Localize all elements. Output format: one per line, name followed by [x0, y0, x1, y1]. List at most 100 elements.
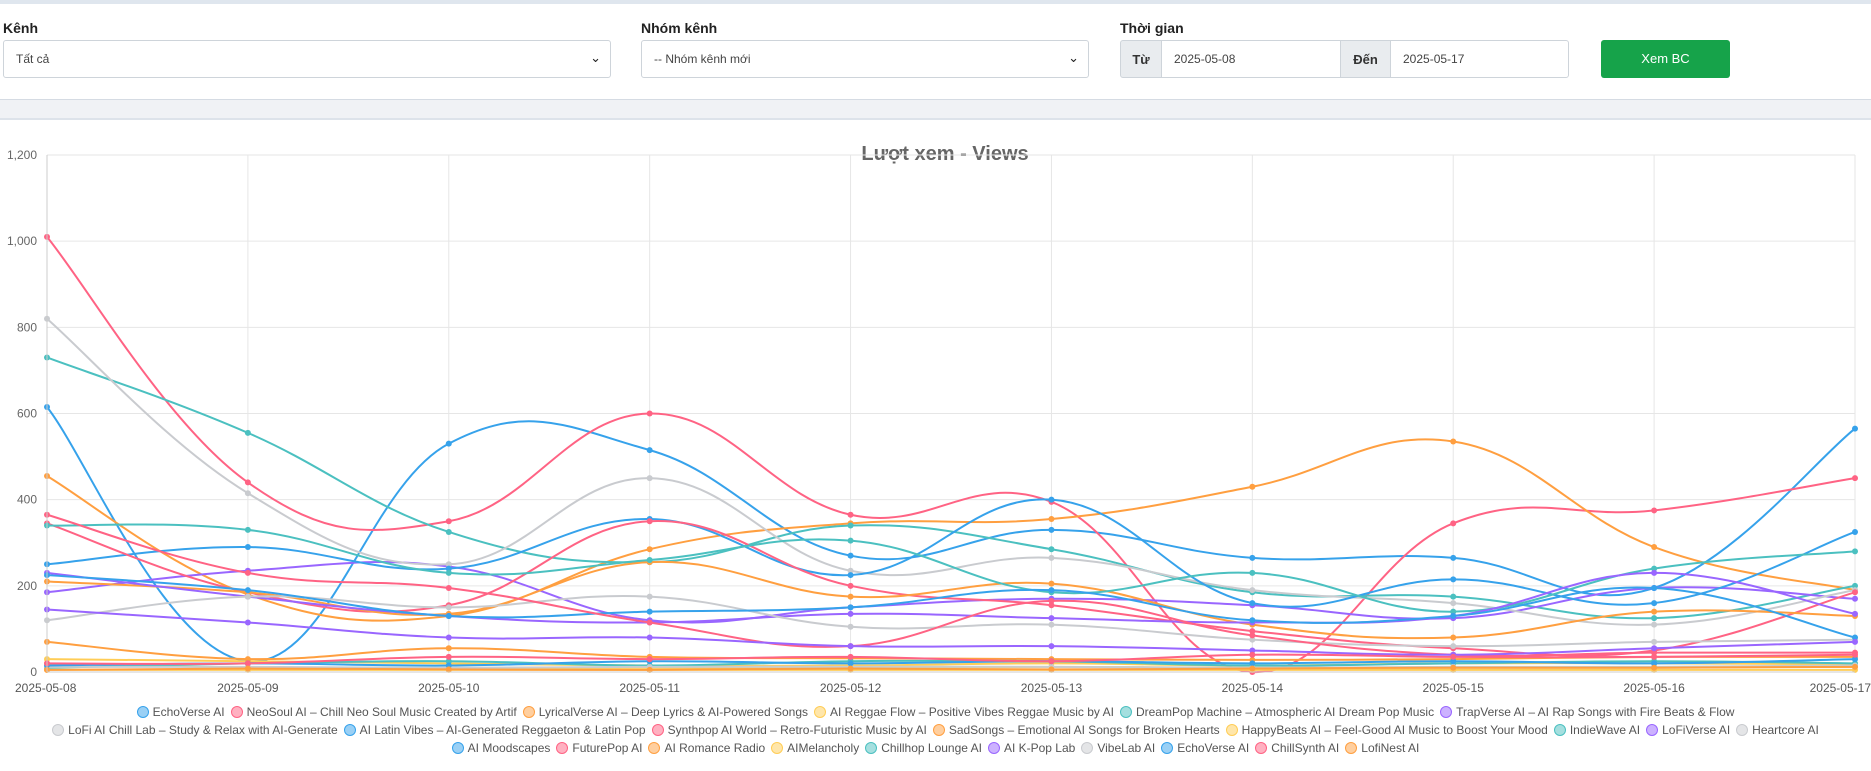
data-point[interactable]: [1651, 664, 1658, 671]
data-point[interactable]: [445, 440, 452, 447]
data-point[interactable]: [847, 653, 854, 660]
data-point[interactable]: [1249, 483, 1256, 490]
legend-item[interactable]: TrapVerse AI – AI Rap Songs with Fire Be…: [1440, 703, 1734, 721]
data-point[interactable]: [1852, 656, 1858, 663]
data-point[interactable]: [1249, 651, 1256, 658]
data-point[interactable]: [1249, 632, 1256, 639]
data-point[interactable]: [244, 544, 251, 551]
channel-select[interactable]: Tất cả ⌄: [3, 40, 611, 78]
data-point[interactable]: [1852, 589, 1858, 596]
data-point[interactable]: [847, 572, 854, 579]
data-point[interactable]: [445, 561, 452, 568]
data-point[interactable]: [445, 584, 452, 591]
data-point[interactable]: [847, 593, 854, 600]
data-point[interactable]: [1651, 608, 1658, 615]
data-point[interactable]: [847, 660, 854, 667]
data-point[interactable]: [1651, 544, 1658, 551]
data-point[interactable]: [646, 619, 653, 626]
data-point[interactable]: [445, 565, 452, 572]
legend-item[interactable]: LyricalVerse AI – Deep Lyrics & AI-Power…: [522, 703, 808, 721]
data-point[interactable]: [244, 479, 251, 486]
data-point[interactable]: [244, 526, 251, 533]
to-date-input[interactable]: 2025-05-17: [1390, 40, 1569, 78]
data-point[interactable]: [1048, 580, 1055, 587]
data-point[interactable]: [1651, 660, 1658, 667]
data-point[interactable]: [847, 552, 854, 559]
data-point[interactable]: [1852, 475, 1858, 482]
data-point[interactable]: [646, 656, 653, 663]
data-point[interactable]: [1852, 634, 1858, 641]
data-point[interactable]: [1249, 617, 1256, 624]
legend-item[interactable]: HappyBeats AI – Feel-Good AI Music to Bo…: [1225, 721, 1548, 739]
data-point[interactable]: [1048, 621, 1055, 628]
data-point[interactable]: [646, 447, 653, 454]
data-point[interactable]: [847, 643, 854, 650]
data-point[interactable]: [1852, 528, 1858, 535]
data-point[interactable]: [1048, 526, 1055, 533]
data-point[interactable]: [1651, 600, 1658, 607]
data-point[interactable]: [1651, 621, 1658, 628]
data-point[interactable]: [847, 537, 854, 544]
legend-item[interactable]: AIMelancholy: [771, 739, 859, 757]
data-point[interactable]: [646, 475, 653, 482]
data-point[interactable]: [244, 429, 251, 436]
data-point[interactable]: [1651, 638, 1658, 645]
data-point[interactable]: [244, 587, 251, 594]
data-point[interactable]: [847, 623, 854, 630]
data-point[interactable]: [1450, 658, 1457, 665]
data-point[interactable]: [445, 653, 452, 660]
data-point[interactable]: [1450, 634, 1457, 641]
legend-item[interactable]: Heartcore AI: [1736, 721, 1819, 739]
legend-item[interactable]: AI K-Pop Lab: [987, 739, 1075, 757]
data-point[interactable]: [1249, 600, 1256, 607]
data-point[interactable]: [847, 511, 854, 518]
data-point[interactable]: [1048, 587, 1055, 594]
data-point[interactable]: [1450, 438, 1457, 445]
data-point[interactable]: [244, 490, 251, 497]
group-select[interactable]: -- Nhóm kênh mới ⌄: [641, 40, 1089, 78]
data-point[interactable]: [646, 410, 653, 417]
data-point[interactable]: [1852, 548, 1858, 555]
data-point[interactable]: [445, 645, 452, 652]
legend-item[interactable]: EchoVerse AI: [1161, 739, 1249, 757]
legend-item[interactable]: AI Moodscapes: [451, 739, 550, 757]
data-point[interactable]: [1048, 643, 1055, 650]
legend-item[interactable]: ChillSynth AI: [1255, 739, 1339, 757]
data-point[interactable]: [244, 656, 251, 663]
legend-item[interactable]: Chillhop Lounge AI: [865, 739, 982, 757]
legend-item[interactable]: LoFi AI Chill Lab – Study & Relax with A…: [52, 721, 338, 739]
data-point[interactable]: [1048, 546, 1055, 553]
data-point[interactable]: [1249, 660, 1256, 667]
data-point[interactable]: [244, 665, 251, 672]
legend-item[interactable]: LoFiVerse AI: [1646, 721, 1730, 739]
data-point[interactable]: [1651, 507, 1658, 514]
legend-item[interactable]: IndieWave AI: [1553, 721, 1640, 739]
data-point[interactable]: [1651, 645, 1658, 652]
data-point[interactable]: [1651, 569, 1658, 576]
data-point[interactable]: [1651, 615, 1658, 622]
data-point[interactable]: [1249, 647, 1256, 654]
data-point[interactable]: [1048, 666, 1055, 673]
data-point[interactable]: [1249, 569, 1256, 576]
legend-item[interactable]: SadSongs – Emotional AI Songs for Broken…: [932, 721, 1220, 739]
data-point[interactable]: [1048, 597, 1055, 604]
data-point[interactable]: [847, 604, 854, 611]
data-point[interactable]: [1450, 653, 1457, 660]
data-point[interactable]: [244, 660, 251, 667]
data-point[interactable]: [1048, 516, 1055, 523]
legend-item[interactable]: VibeLab AI: [1081, 739, 1155, 757]
data-point[interactable]: [445, 569, 452, 576]
data-point[interactable]: [244, 619, 251, 626]
legend-item[interactable]: LofiNest AI: [1345, 739, 1419, 757]
data-point[interactable]: [445, 658, 452, 665]
legend-item[interactable]: Synthpop AI World – Retro-Futuristic Mus…: [651, 721, 927, 739]
data-point[interactable]: [646, 593, 653, 600]
legend-item[interactable]: AI Latin Vibes – AI-Generated Reggaeton …: [343, 721, 646, 739]
legend-item[interactable]: NeoSoul AI – Chill Neo Soul Music Create…: [230, 703, 517, 721]
data-point[interactable]: [1450, 608, 1457, 615]
data-point[interactable]: [1852, 595, 1858, 602]
data-point[interactable]: [1450, 554, 1457, 561]
data-point[interactable]: [646, 634, 653, 641]
data-point[interactable]: [1048, 602, 1055, 609]
from-date-input[interactable]: 2025-05-08: [1161, 40, 1341, 78]
